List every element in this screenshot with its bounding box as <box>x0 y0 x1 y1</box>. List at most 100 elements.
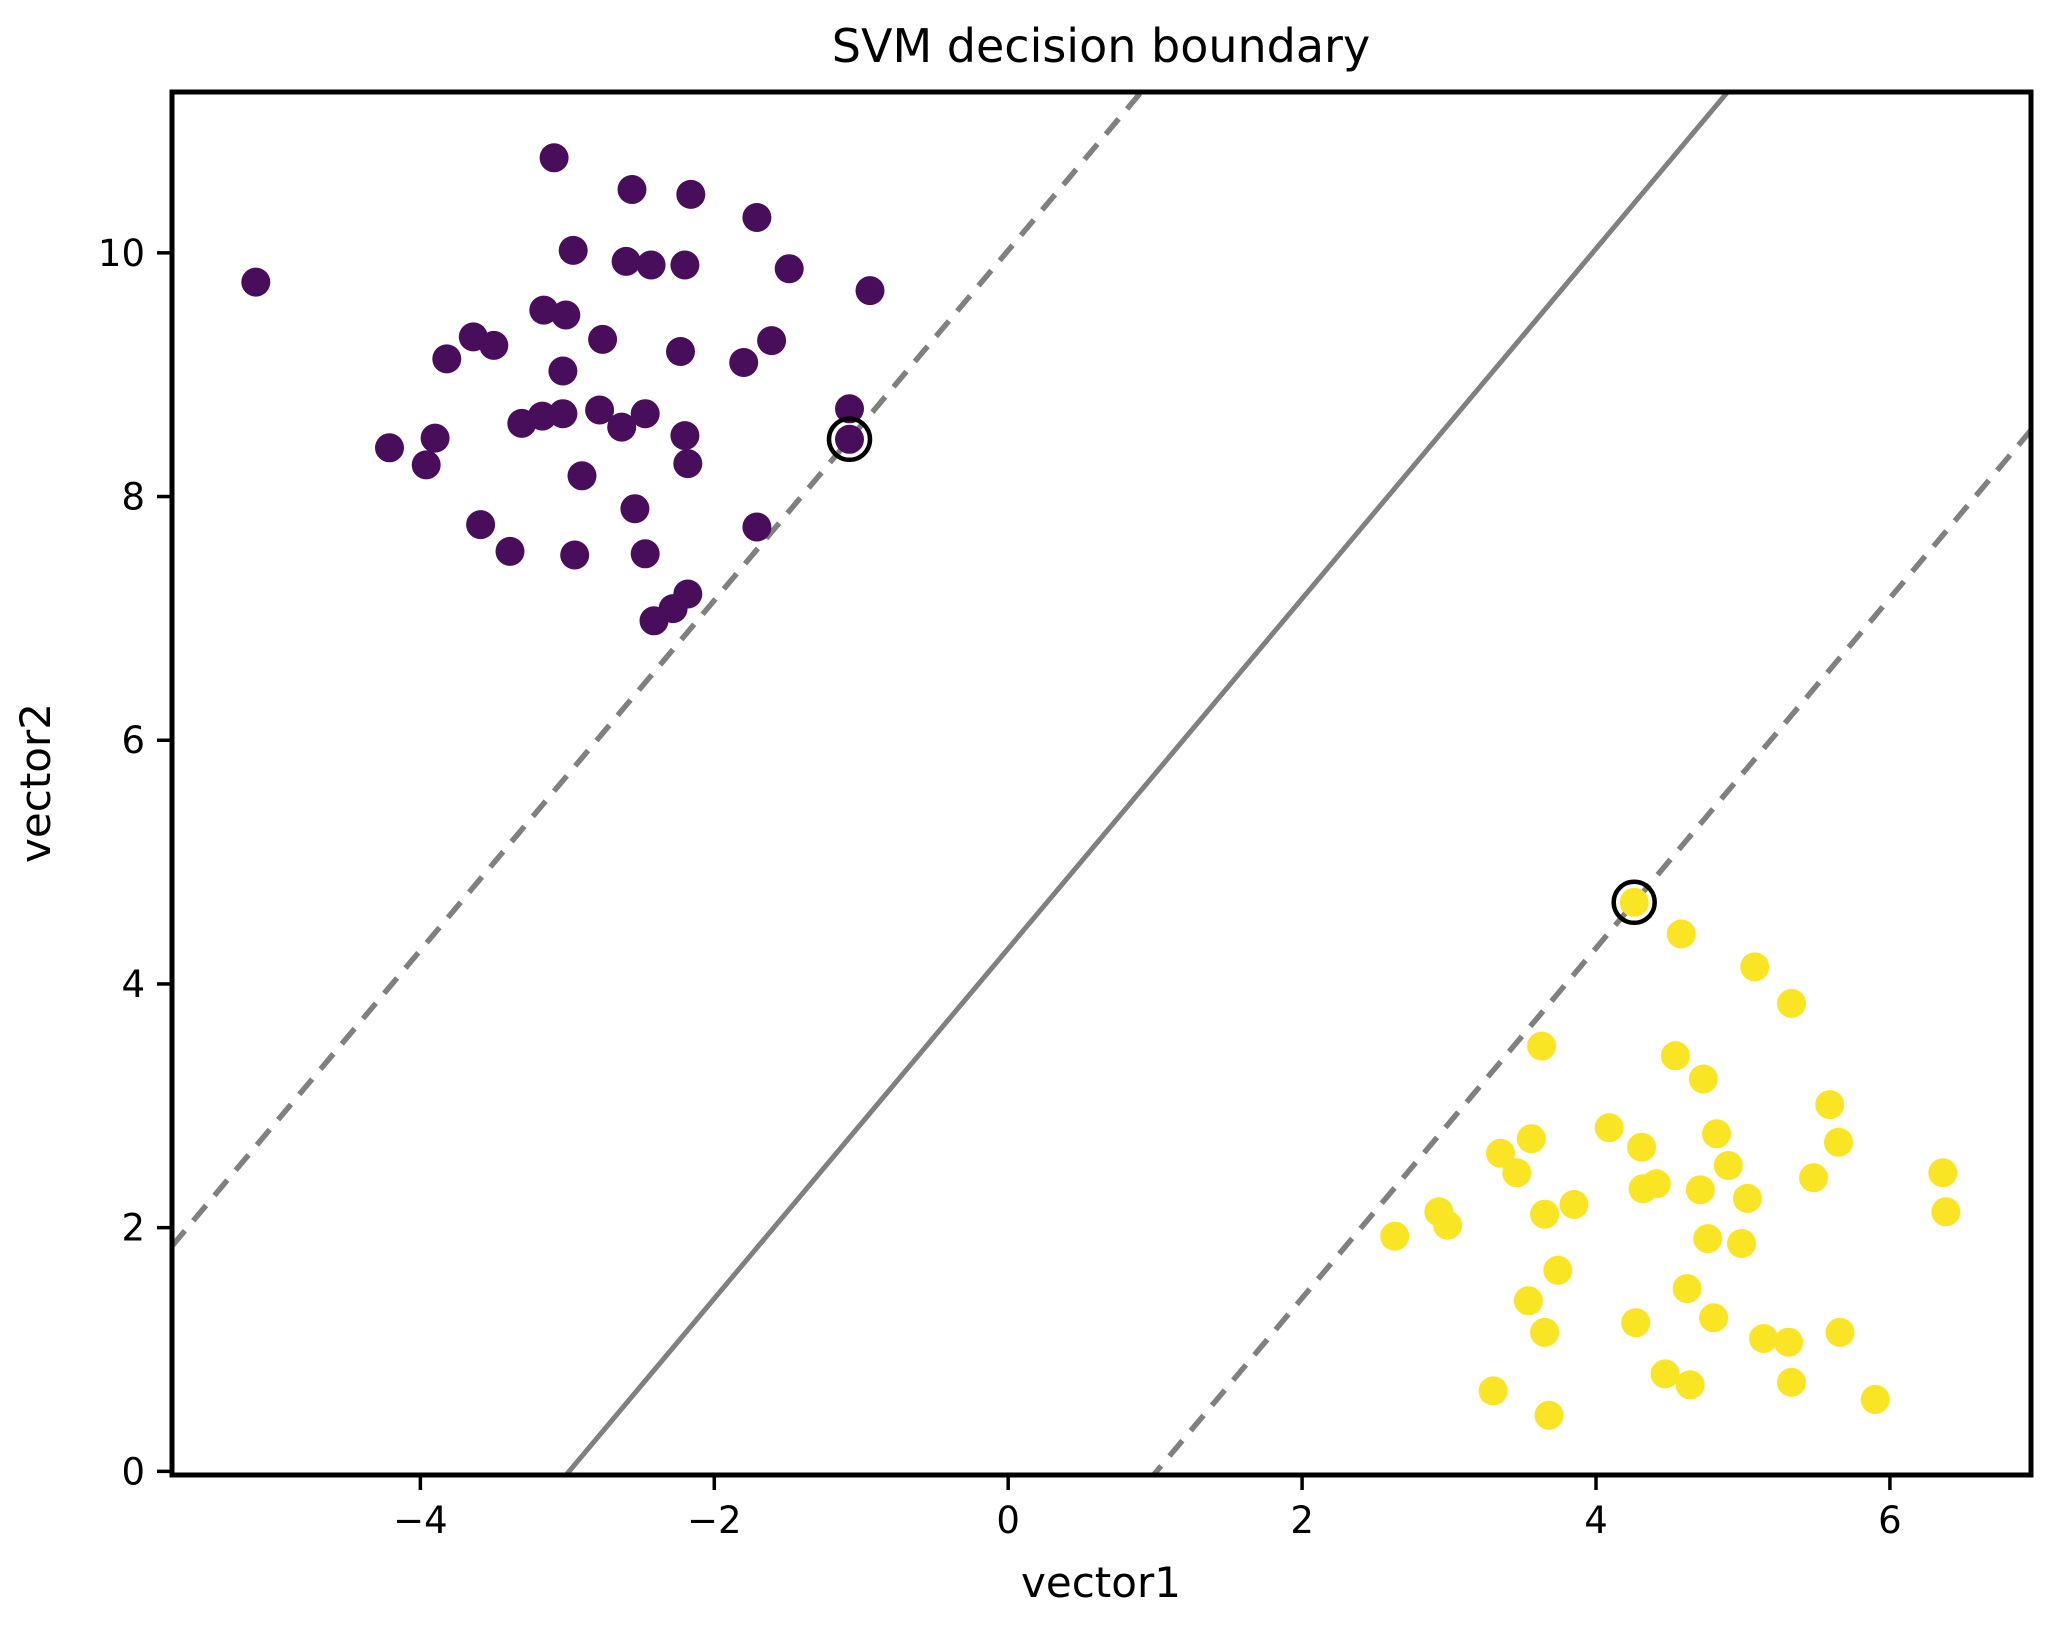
data-point <box>670 421 700 451</box>
data-point <box>742 512 772 542</box>
data-point <box>1688 1064 1718 1094</box>
x-tick-label: 6 <box>1878 1499 1902 1542</box>
data-point <box>1650 1359 1680 1389</box>
y-tick-label: 6 <box>121 719 145 762</box>
support-vector-ring <box>1611 879 1657 926</box>
data-point <box>630 539 660 569</box>
data-point <box>1380 1221 1410 1251</box>
data-point <box>1527 1031 1557 1061</box>
series-1 <box>1380 887 1961 1430</box>
data-point <box>560 540 590 570</box>
data-point <box>1749 1324 1778 1353</box>
x-tick-label: 2 <box>1290 1499 1314 1542</box>
data-point <box>835 424 864 454</box>
data-point <box>636 250 666 280</box>
data-point <box>1478 1376 1508 1406</box>
data-point <box>1486 1138 1515 1168</box>
axes-box <box>169 89 2034 1478</box>
data-point <box>1693 1224 1723 1254</box>
data-point <box>1825 1317 1855 1347</box>
margin-line <box>1149 428 2031 1475</box>
data-point <box>1660 1041 1690 1071</box>
y-tick-label: 8 <box>121 476 145 519</box>
data-point <box>1774 1327 1803 1357</box>
data-point <box>673 449 703 479</box>
data-point <box>1777 988 1806 1018</box>
data-point <box>479 330 509 360</box>
data-point <box>1732 1183 1762 1213</box>
data-point <box>1777 1367 1806 1397</box>
data-point <box>548 399 578 429</box>
data-point <box>1513 1286 1543 1316</box>
data-point <box>1641 1169 1671 1199</box>
data-point <box>1594 1113 1624 1143</box>
data-point <box>558 235 588 265</box>
data-point <box>617 175 647 204</box>
data-point <box>1928 1158 1958 1188</box>
data-point <box>1815 1090 1845 1120</box>
data-point <box>729 348 759 377</box>
data-point <box>1727 1229 1756 1258</box>
data-point <box>676 179 706 209</box>
support-vector-rings <box>826 416 1657 926</box>
data-point <box>466 510 496 540</box>
data-point <box>1502 1158 1532 1188</box>
data-point <box>1559 1190 1589 1219</box>
y-tick-label: 0 <box>121 1450 145 1493</box>
chart-title: SVM decision boundary <box>832 19 1370 73</box>
data-point <box>1685 1175 1715 1205</box>
data-point <box>432 344 462 374</box>
data-point <box>1672 1274 1702 1304</box>
data-point <box>1530 1199 1560 1229</box>
data-point <box>639 606 669 636</box>
data-point <box>1530 1317 1560 1347</box>
data-point <box>757 326 787 356</box>
series-0 <box>241 143 885 636</box>
y-axis-ticks: 0 2 4 6 8 10 <box>98 232 172 1493</box>
x-axis-label: vector1 <box>1021 1558 1181 1607</box>
data-point <box>1799 1163 1828 1193</box>
data-point <box>1627 1132 1657 1162</box>
x-tick-label: 4 <box>1584 1499 1608 1542</box>
data-point <box>551 300 581 330</box>
data-point <box>1666 919 1696 949</box>
data-point <box>1931 1197 1961 1227</box>
data-point <box>1675 1370 1705 1400</box>
data-point <box>611 246 641 276</box>
data-point <box>1713 1151 1743 1180</box>
data-point <box>420 423 450 453</box>
boundary-and-margin-lines <box>172 92 2031 1475</box>
data-point <box>1860 1385 1890 1414</box>
data-point <box>588 324 618 354</box>
x-axis-ticks: −4 −2 0 2 4 6 <box>393 1475 1902 1542</box>
y-tick-label: 2 <box>121 1207 145 1250</box>
data-point <box>835 394 864 424</box>
data-point <box>529 295 559 325</box>
margin-line <box>172 92 1145 1248</box>
data-point <box>567 461 597 491</box>
data-point <box>1619 887 1649 917</box>
x-tick-label: −2 <box>687 1499 742 1542</box>
data-point <box>607 412 637 442</box>
data-point <box>1824 1127 1853 1157</box>
y-axis-label: vector2 <box>11 703 60 863</box>
data-point <box>1433 1210 1463 1240</box>
support-vector-ring <box>826 416 873 463</box>
data-point <box>1621 1308 1651 1338</box>
data-point <box>1699 1303 1729 1333</box>
data-point <box>630 399 660 429</box>
data-point <box>1702 1119 1731 1149</box>
x-tick-label: −4 <box>393 1499 448 1542</box>
y-tick-label: 10 <box>98 232 145 275</box>
data-point <box>742 203 772 232</box>
data-point <box>1543 1255 1573 1285</box>
y-tick-label: 4 <box>121 963 145 1006</box>
data-point <box>1534 1400 1564 1430</box>
data-point <box>375 433 404 463</box>
data-point <box>539 143 569 173</box>
data-point <box>495 536 525 566</box>
data-point <box>620 494 650 524</box>
data-point <box>1740 952 1770 982</box>
